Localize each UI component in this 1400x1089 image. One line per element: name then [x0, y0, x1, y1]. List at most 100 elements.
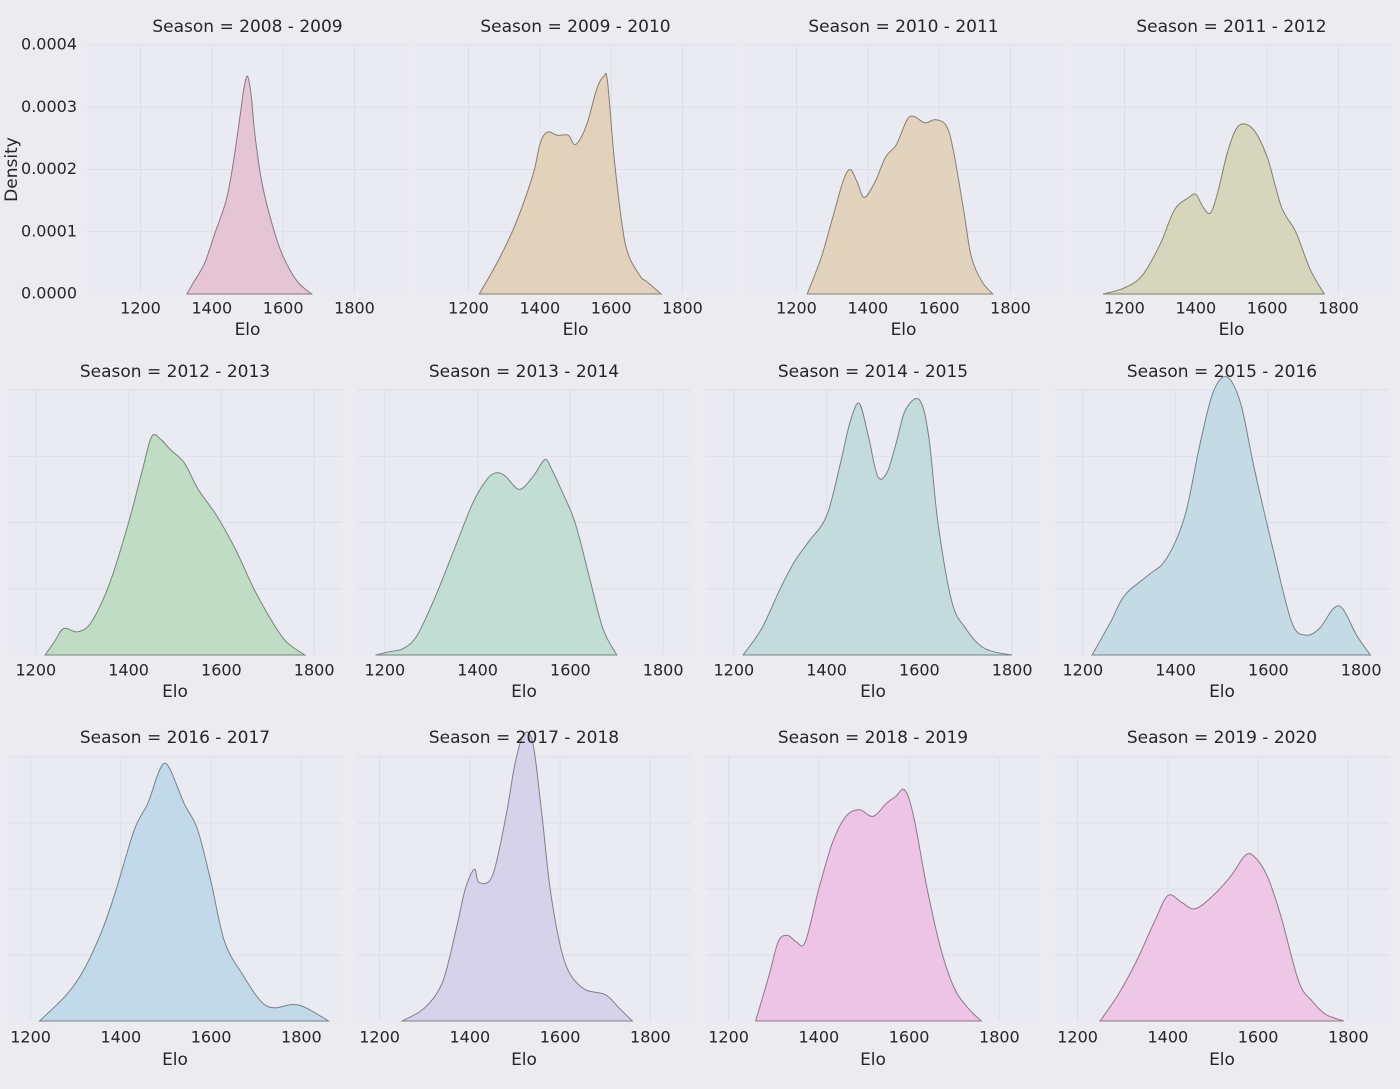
facet-panel: Season = 2014 - 2015 1200 1400 1600 1800 Elo	[706, 362, 1040, 702]
panel-title: Season = 2014 - 2015	[778, 362, 968, 382]
x-tick-label: 1200	[1057, 1028, 1098, 1047]
x-axis-label: Elo	[1209, 1050, 1235, 1070]
facet-panel: Season = 2012 - 2013 1200 1400 1600 1800 Elo	[8, 362, 342, 702]
x-tick-label: 1600	[899, 661, 940, 680]
panel-title: Season = 2015 - 2016	[1127, 362, 1317, 382]
y-tick-label: 0.0004	[21, 35, 77, 54]
x-tick-label: 1400	[1155, 661, 1196, 680]
x-tick-label: 1400	[449, 1028, 490, 1047]
x-axis-label: Elo	[563, 320, 589, 340]
facet-panel: Season = 2017 - 2018 1200 1400 1600 1800 Elo	[357, 728, 691, 1070]
x-tick-label: 1200	[713, 661, 754, 680]
x-tick-label: 1400	[1175, 299, 1216, 318]
density-area	[1099, 853, 1345, 1022]
x-tick-label: 1400	[806, 661, 847, 680]
x-axis-label: Elo	[162, 1050, 188, 1070]
panel-title: Season = 2013 - 2014	[429, 362, 619, 382]
x-tick-label: 1800	[979, 1028, 1020, 1047]
x-tick-label: 1800	[630, 1028, 671, 1047]
panel-title: Season = 2018 - 2019	[778, 728, 968, 748]
x-tick-label: 1600	[1238, 1028, 1279, 1047]
facet-panel: Season = 2013 - 2014 1200 1400 1600 1800 Elo	[357, 362, 691, 702]
x-tick-label: 1600	[550, 661, 591, 680]
x-tick-label: 1600	[1247, 299, 1288, 318]
x-tick-label: 1200	[10, 1028, 51, 1047]
x-tick-label: 1400	[847, 299, 888, 318]
x-tick-label: 1200	[364, 661, 405, 680]
facet-panel: Season = 2016 - 2017 1200 1400 1600 1800 Elo	[8, 728, 342, 1070]
x-tick-label: 1600	[1248, 661, 1289, 680]
x-tick-label: 1200	[1062, 661, 1103, 680]
y-tick-label: 0.0003	[21, 97, 77, 116]
x-tick-label: 1600	[263, 299, 304, 318]
x-tick-label: 1800	[1341, 661, 1382, 680]
x-tick-label: 1800	[990, 299, 1031, 318]
x-tick-label: 1600	[201, 661, 242, 680]
x-tick-label: 1400	[100, 1028, 141, 1047]
x-tick-label: 1800	[992, 661, 1033, 680]
x-tick-label: 1800	[294, 661, 335, 680]
density-area	[1091, 376, 1372, 656]
panel-title: Season = 2008 - 2009	[152, 17, 342, 37]
x-tick-label: 1200	[15, 661, 56, 680]
facet-panel: Season = 2009 - 2010 1200 1400 1600 1800 Elo	[415, 17, 736, 340]
x-tick-label: 1800	[1318, 299, 1359, 318]
x-axis-label: Elo	[860, 682, 886, 702]
y-tick-label: 0.0002	[21, 159, 77, 178]
density-area	[186, 75, 314, 295]
panel-title: Season = 2017 - 2018	[429, 728, 619, 748]
x-tick-label: 1400	[108, 661, 149, 680]
facet-panel: Season = 2015 - 2016 1200 1400 1600 1800 Elo	[1055, 362, 1389, 702]
x-axis-label: Elo	[162, 682, 188, 702]
x-tick-label: 1800	[1328, 1028, 1369, 1047]
density-area	[44, 434, 307, 656]
x-axis-label: Elo	[1219, 320, 1245, 340]
density-area	[38, 762, 331, 1022]
x-tick-label: 1800	[334, 299, 375, 318]
x-tick-label: 1600	[889, 1028, 930, 1047]
panel-title: Season = 2009 - 2010	[480, 17, 670, 37]
y-tick-label: 0.0000	[21, 284, 77, 303]
density-area	[806, 115, 994, 295]
x-tick-label: 1200	[448, 299, 489, 318]
panel-title: Season = 2012 - 2013	[80, 362, 270, 382]
panel-title: Season = 2019 - 2020	[1127, 728, 1317, 748]
facet-panel: Season = 2010 - 2011 1200 1400 1600 1800 Elo	[743, 17, 1064, 340]
x-tick-label: 1200	[359, 1028, 400, 1047]
x-axis-label: Elo	[891, 320, 917, 340]
x-tick-label: 1600	[191, 1028, 232, 1047]
x-tick-label: 1200	[1104, 299, 1145, 318]
x-tick-label: 1800	[281, 1028, 322, 1047]
x-tick-label: 1600	[540, 1028, 581, 1047]
facet-panel: Season = 2011 - 2012 1200 1400 1600 1800 Elo	[1071, 17, 1392, 340]
x-tick-label: 1200	[120, 299, 161, 318]
x-axis-label: Elo	[1209, 682, 1235, 702]
density-area	[754, 788, 983, 1022]
panel-title: Season = 2016 - 2017	[80, 728, 270, 748]
density-area	[1102, 123, 1326, 295]
x-tick-label: 1600	[919, 299, 960, 318]
density-area	[400, 731, 634, 1022]
x-axis-label: Elo	[860, 1050, 886, 1070]
x-tick-label: 1600	[591, 299, 632, 318]
panel-title: Season = 2010 - 2011	[808, 17, 998, 37]
y-axis-label: Density	[2, 137, 22, 202]
density-area	[375, 459, 618, 656]
x-axis-label: Elo	[235, 320, 261, 340]
y-tick-label: 0.0001	[21, 221, 77, 240]
x-tick-label: 1400	[798, 1028, 839, 1047]
x-tick-label: 1400	[191, 299, 232, 318]
facet-panel: Season = 2018 - 2019 1200 1400 1600 1800 Elo	[706, 728, 1040, 1070]
x-tick-label: 1800	[662, 299, 703, 318]
facet-panel: Season = 2019 - 2020 1200 1400 1600 1800 Elo	[1055, 728, 1389, 1070]
density-area	[742, 398, 1013, 656]
density-area	[478, 72, 663, 295]
x-tick-label: 1400	[457, 661, 498, 680]
panel-title: Season = 2011 - 2012	[1136, 17, 1326, 37]
x-tick-label: 1800	[643, 661, 684, 680]
x-axis-label: Elo	[511, 682, 537, 702]
x-tick-label: 1400	[519, 299, 560, 318]
x-tick-label: 1400	[1147, 1028, 1188, 1047]
